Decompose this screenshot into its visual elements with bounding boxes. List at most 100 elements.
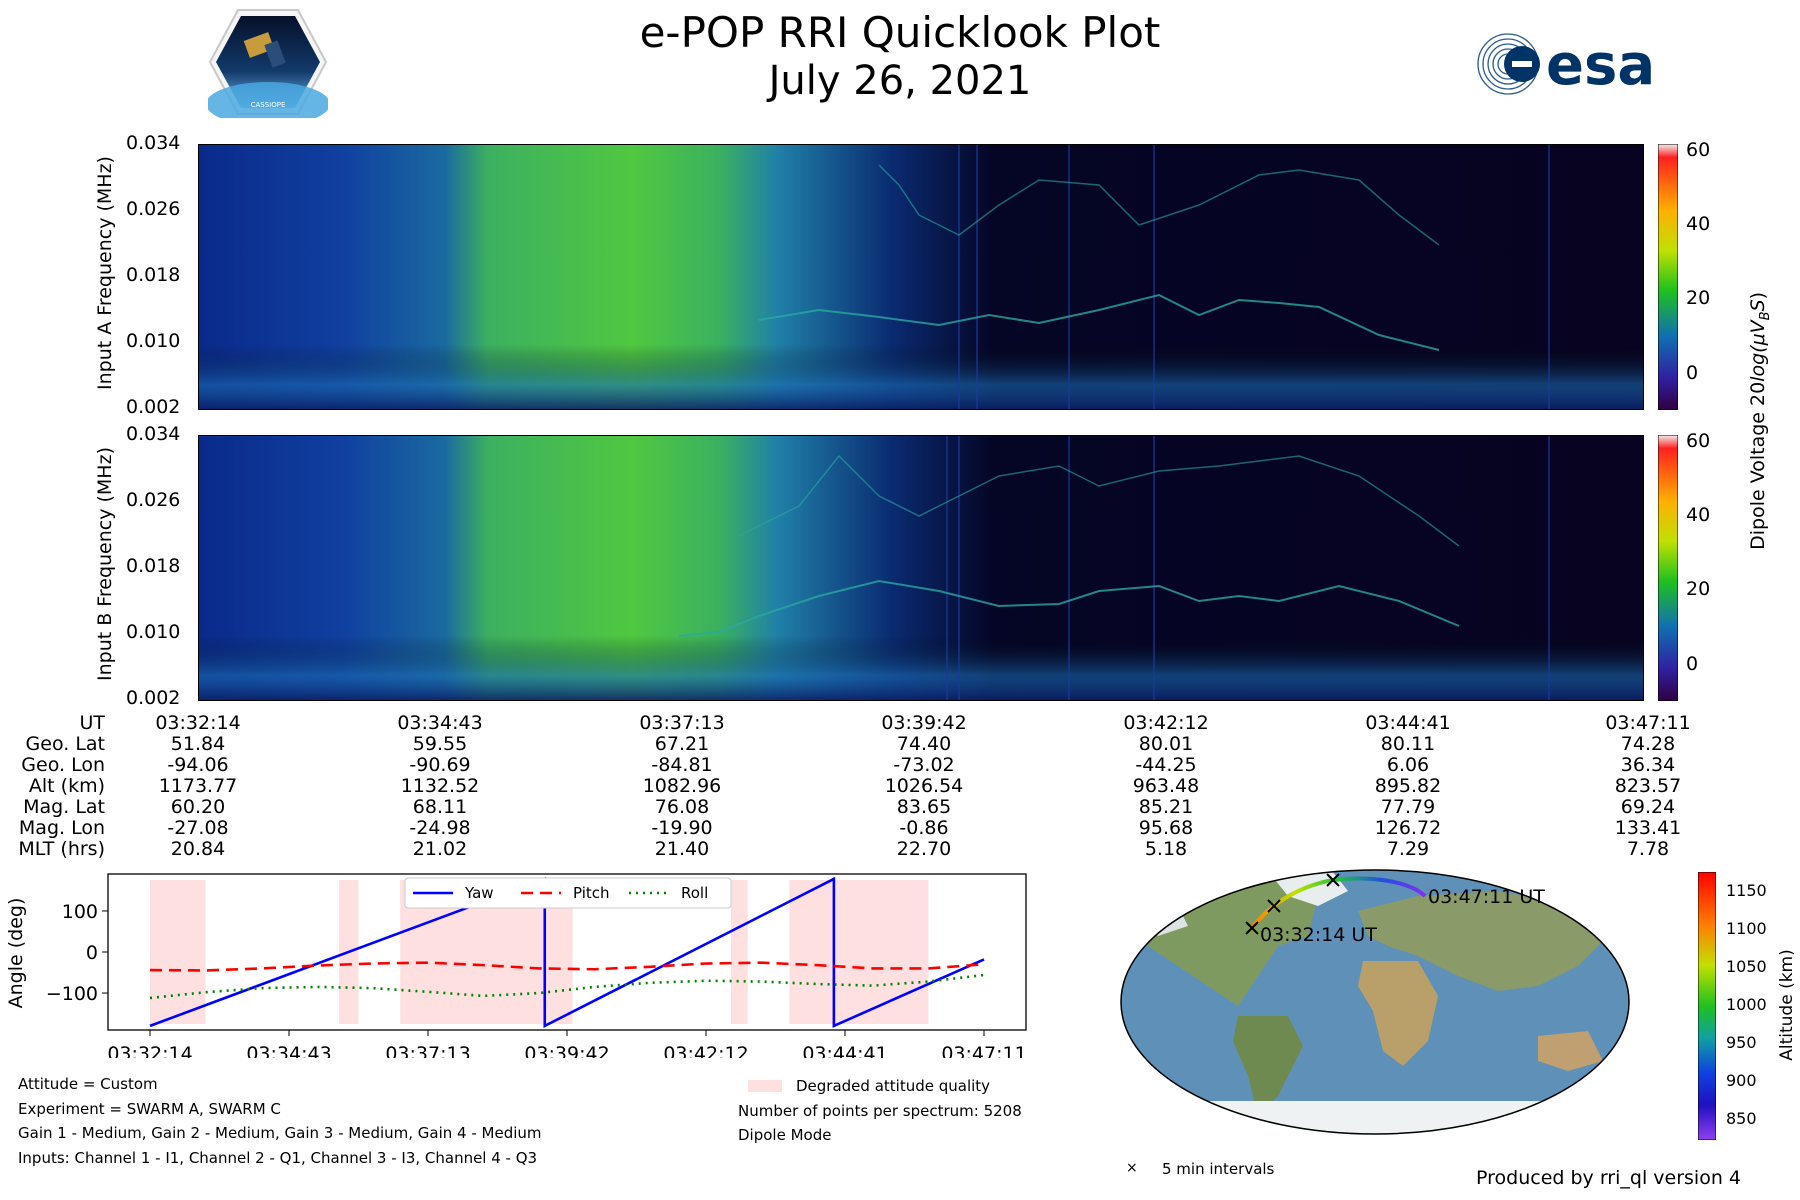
spectrogram-a-ylabel: Input A Frequency (MHz) [94, 156, 116, 390]
ephemeris-value: 1026.54 [884, 775, 964, 797]
interval-marker-legend: 5 min intervals [1162, 1160, 1275, 1178]
note-points-per-spectrum: Number of points per spectrum: 5208 [738, 1102, 1022, 1120]
voltage-colorbar-a [1658, 144, 1678, 410]
ephemeris-value: 83.65 [896, 796, 952, 818]
degraded-interval [731, 880, 748, 1024]
alt-tick-1050: 1050 [1726, 957, 1767, 976]
page-date: July 26, 2021 [768, 58, 1032, 104]
legend-label-pitch: Pitch [573, 884, 610, 902]
ephemeris-row-label: UT [79, 712, 105, 734]
voltage-colorbar-label: Dipole Voltage 20log(μVBS) [1747, 291, 1773, 550]
cbar-b-tick-20: 20 [1686, 578, 1711, 600]
ephemeris-value: 22.70 [896, 838, 952, 860]
note-attitude: Attitude = Custom [18, 1075, 158, 1093]
ephemeris-value: 133.41 [1614, 817, 1682, 839]
ephemeris-value: 963.48 [1132, 775, 1200, 797]
y-tick-label: 0 [86, 942, 98, 964]
ephemeris-value: 03:32:14 [155, 712, 241, 734]
spectrogram-input-a [198, 144, 1644, 410]
ephemeris-value: 74.40 [896, 733, 952, 755]
ephemeris-value: 03:34:43 [397, 712, 483, 734]
ytick-b-1: 0.026 [126, 489, 181, 511]
note-inputs: Inputs: Channel 1 - I1, Channel 2 - Q1, … [18, 1149, 538, 1167]
cbar-a-tick-60: 60 [1686, 139, 1711, 161]
cbar-a-tick-40: 40 [1686, 213, 1711, 235]
ephemeris-value: 95.68 [1138, 817, 1194, 839]
ytick-a-1: 0.026 [126, 198, 181, 220]
y-tick-label: 100 [62, 901, 98, 923]
ephemeris-value: 823.57 [1614, 775, 1682, 797]
cbar-b-tick-0: 0 [1686, 653, 1699, 675]
ephemeris-value: -0.86 [899, 817, 949, 839]
cassiope-logo-text: CASSIOPE [251, 101, 286, 109]
degraded-legend-swatch [748, 1080, 782, 1092]
produced-by: Produced by rri_ql version 4 [1476, 1167, 1741, 1189]
esa-logo: esa [1477, 33, 1655, 98]
ephemeris-value: 20.84 [170, 838, 226, 860]
ephemeris-value: 1173.77 [158, 775, 238, 797]
y-tick-label: −100 [46, 983, 98, 1005]
spectrogram-b-image [199, 436, 1643, 700]
cassiope-logo: CASSIOPE [208, 9, 328, 118]
alt-tick-1100: 1100 [1726, 919, 1767, 938]
x-tick-label: 03:34:43 [246, 1043, 331, 1058]
spectrogram-a-image [199, 145, 1643, 409]
x-tick-label: 03:39:42 [524, 1043, 609, 1058]
cbar-a-tick-0: 0 [1686, 362, 1699, 384]
ephemeris-value: 36.34 [1620, 754, 1676, 776]
ephemeris-value: -94.06 [167, 754, 229, 776]
alt-tick-1000: 1000 [1726, 995, 1767, 1014]
ephemeris-value: 69.24 [1620, 796, 1676, 818]
alt-tick-900: 900 [1726, 1071, 1757, 1090]
ephemeris-row-label: Mag. Lon [18, 817, 105, 839]
ephemeris-value: 68.11 [412, 796, 468, 818]
cbar-a-tick-20: 20 [1686, 287, 1711, 309]
ephemeris-value: 03:42:12 [1123, 712, 1209, 734]
x-tick-label: 03:32:14 [107, 1043, 192, 1058]
ephemeris-value: 67.21 [654, 733, 710, 755]
ytick-a-4: 0.002 [126, 396, 181, 418]
ephemeris-value: -44.25 [1135, 754, 1197, 776]
ephemeris-value: 1082.96 [642, 775, 722, 797]
ephemeris-row-label: MLT (hrs) [18, 838, 105, 860]
note-gains: Gain 1 - Medium, Gain 2 - Medium, Gain 3… [18, 1124, 542, 1142]
ephemeris-value: 126.72 [1374, 817, 1442, 839]
ephemeris-value: 7.29 [1386, 838, 1430, 860]
attitude-ylabel: Angle (deg) [5, 897, 27, 1009]
ephemeris-value: 7.78 [1626, 838, 1670, 860]
alt-tick-850: 850 [1726, 1109, 1757, 1128]
ytick-b-2: 0.018 [126, 555, 181, 577]
x-tick-label: 03:44:41 [802, 1043, 887, 1058]
attitude-plot: 100 0 −100 03:32:14 03:34:43 03:37:13 03:39:42… [46, 873, 1027, 1058]
voltage-colorbar-b [1658, 435, 1678, 701]
ephemeris-value: 21.02 [412, 838, 468, 860]
degraded-interval [150, 880, 206, 1024]
ytick-b-4: 0.002 [126, 687, 181, 709]
note-dipole-mode: Dipole Mode [738, 1126, 832, 1144]
ephemeris-value: 03:39:42 [881, 712, 967, 734]
ephemeris-value: -27.08 [167, 817, 229, 839]
ephemeris-value: 03:37:13 [639, 712, 725, 734]
x-tick-label: 03:47:11 [941, 1043, 1026, 1058]
ephemeris-value: 76.08 [654, 796, 710, 818]
ephemeris-value: -90.69 [409, 754, 471, 776]
map-start-label: 03:32:14 UT [1260, 924, 1377, 946]
ephemeris-value: 60.20 [170, 796, 226, 818]
ephemeris-value: 6.06 [1386, 754, 1430, 776]
ephemeris-value: 1132.52 [400, 775, 480, 797]
cbar-b-tick-60: 60 [1686, 430, 1711, 452]
ephemeris-row-label: Mag. Lat [23, 796, 105, 818]
ephemeris-value: 03:44:41 [1365, 712, 1451, 734]
degraded-interval [789, 880, 929, 1024]
degraded-legend-label: Degraded attitude quality [796, 1077, 991, 1095]
interval-markers [1245, 873, 1340, 935]
cbar-b-tick-40: 40 [1686, 504, 1711, 526]
ephemeris-value: 80.11 [1380, 733, 1436, 755]
page-title: e-POP RRI Quicklook Plot [639, 8, 1161, 57]
series-pitch [149, 961, 985, 972]
ephemeris-value: 74.28 [1620, 733, 1676, 755]
ephemeris-value: 85.21 [1138, 796, 1194, 818]
ephemeris-value: 59.55 [412, 733, 468, 755]
ytick-a-3: 0.010 [126, 330, 181, 352]
ephemeris-value: 21.40 [654, 838, 710, 860]
